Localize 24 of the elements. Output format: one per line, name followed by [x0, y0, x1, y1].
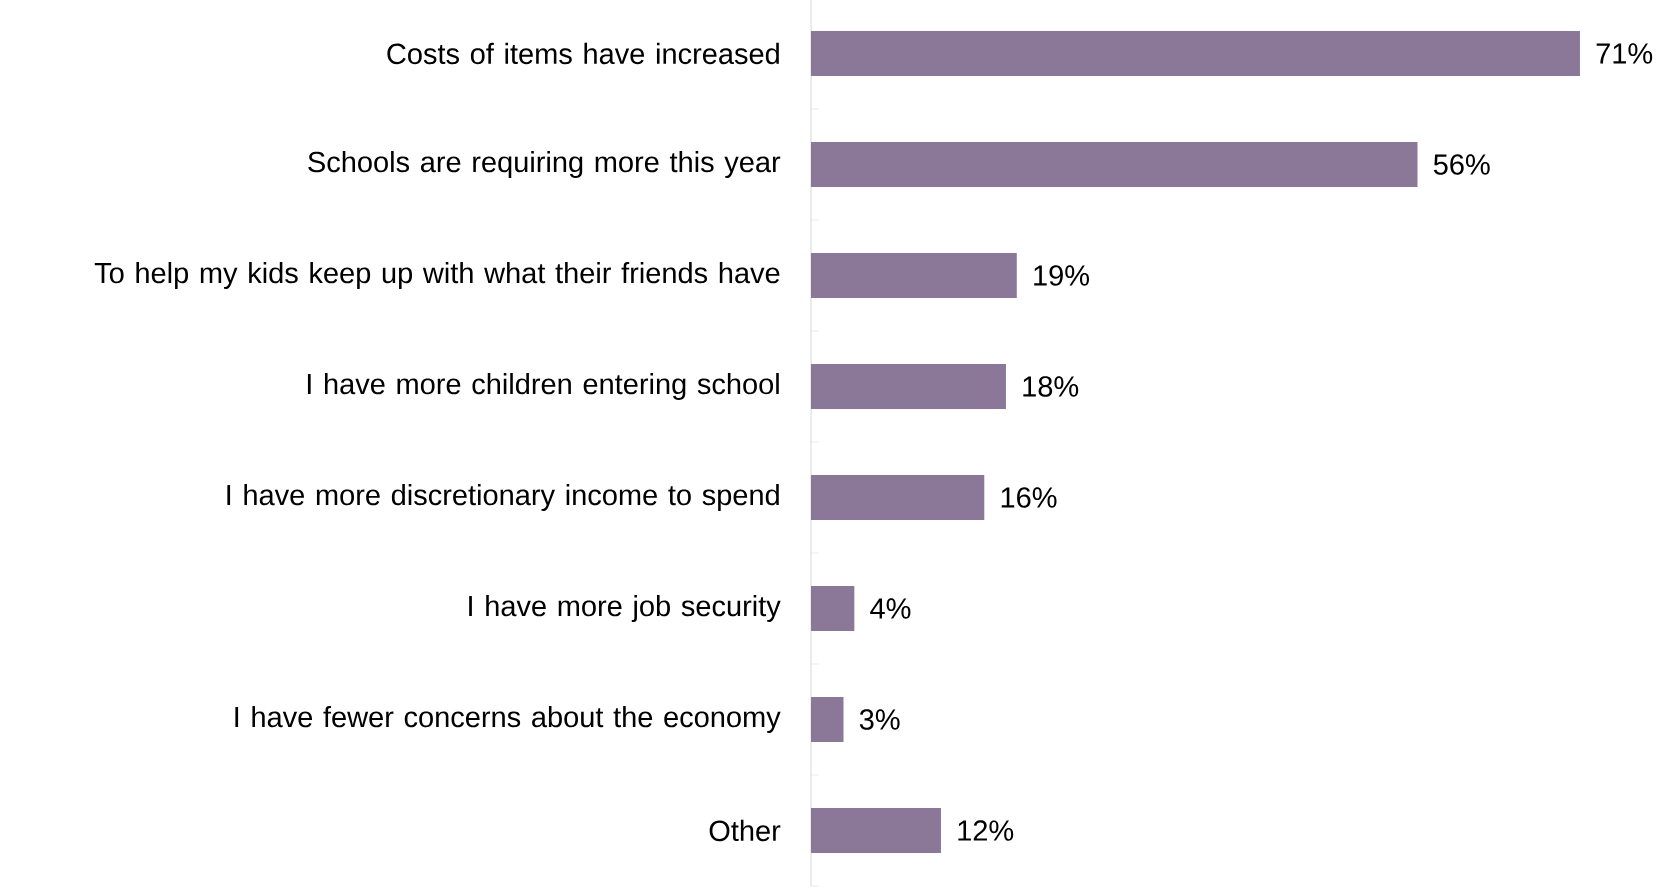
data-label: 3%	[859, 709, 900, 730]
bar	[811, 808, 941, 854]
data-label: 19%	[1034, 265, 1089, 286]
y-tick-label: Costs of items have increased	[387, 42, 779, 65]
y-tick-label: I have more discretionary income to spend	[227, 483, 779, 512]
y-tick-label: Schools are requiring more this year	[308, 150, 781, 178]
bar	[811, 252, 1017, 298]
data-label: 56%	[1433, 154, 1490, 175]
bar	[811, 586, 855, 631]
data-label: 18%	[1023, 376, 1079, 397]
data-label: 16%	[1001, 487, 1057, 508]
y-tick-label: I have fewer concerns about the economy	[235, 705, 781, 734]
y-tick-label: To help my kids keep up with what their friends have	[94, 261, 780, 290]
bar	[811, 141, 1418, 187]
data-label: 12%	[958, 820, 1014, 841]
bar	[811, 30, 1580, 76]
y-tick-label: Other	[709, 819, 781, 842]
data-label: 4%	[870, 598, 911, 619]
data-label: 71%	[1596, 43, 1653, 64]
bar	[811, 697, 844, 742]
y-tick-label: I have more children entering school	[307, 372, 779, 401]
bar	[811, 364, 1006, 409]
y-tick-label: I have more job security	[469, 594, 781, 623]
bar	[811, 475, 985, 520]
